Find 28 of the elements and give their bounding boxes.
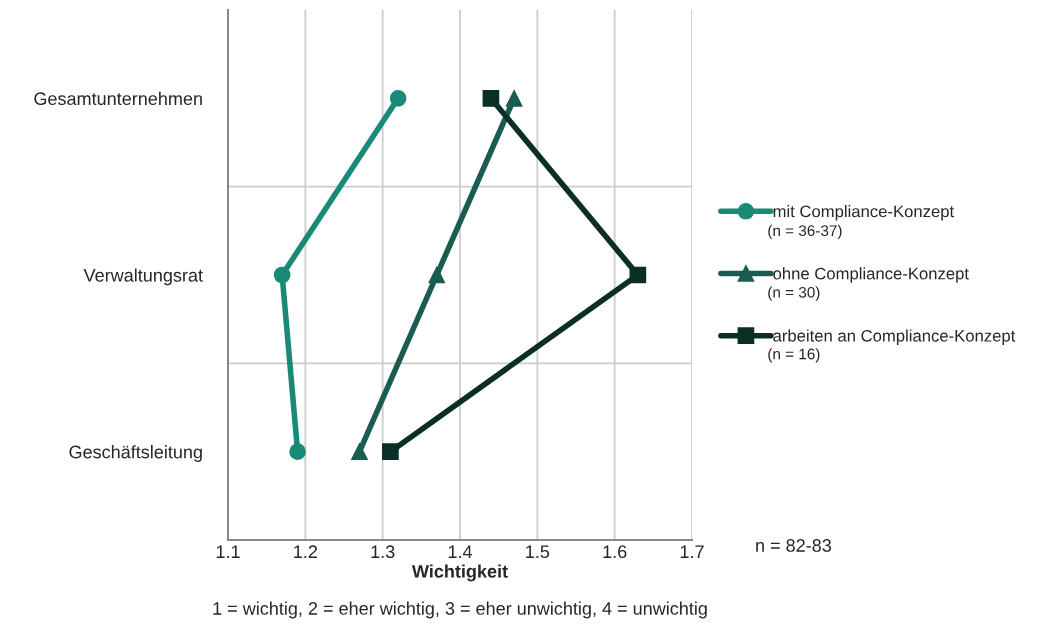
legend-label: ohne Compliance-Konzept — [773, 267, 969, 283]
y-tick-label: Verwaltungsrat — [83, 268, 203, 286]
x-tick-label: 1.5 — [526, 545, 550, 559]
point — [428, 266, 446, 284]
x-tick-label: 1.6 — [603, 545, 627, 559]
point — [629, 266, 647, 284]
point — [382, 443, 399, 461]
text: (n = 30) — [768, 286, 820, 301]
point — [273, 266, 291, 284]
y-tick-label: Geschäftsleitung — [69, 445, 202, 462]
text: 1 = wichtig, 2 = eher wichtig, 3 = eher unwichtig, 4 = unwichtig — [213, 601, 707, 619]
x-tick-label: 1.7 — [680, 545, 704, 558]
y-tick-label: Gesamtunternehmen — [34, 91, 202, 106]
point — [482, 89, 500, 107]
text: n = 82-83 — [756, 539, 831, 552]
x-tick-label: 1.1 — [216, 545, 240, 558]
legend-label: mit Compliance-Konzept — [773, 205, 955, 221]
text: (n = 36-37) — [768, 224, 842, 240]
legend-label: arbeiten an Compliance-Konzept — [773, 329, 1016, 345]
text: (n = 16) — [768, 348, 820, 363]
point — [505, 89, 523, 107]
x-axis-title: Wichtigkeit — [411, 564, 508, 582]
point — [289, 443, 306, 461]
x-tick-label: 1.2 — [294, 545, 317, 558]
point — [351, 443, 368, 461]
x-tick-label: 1.4 — [448, 545, 473, 558]
x-tick-label: 1.3 — [371, 545, 395, 559]
point — [389, 89, 407, 107]
